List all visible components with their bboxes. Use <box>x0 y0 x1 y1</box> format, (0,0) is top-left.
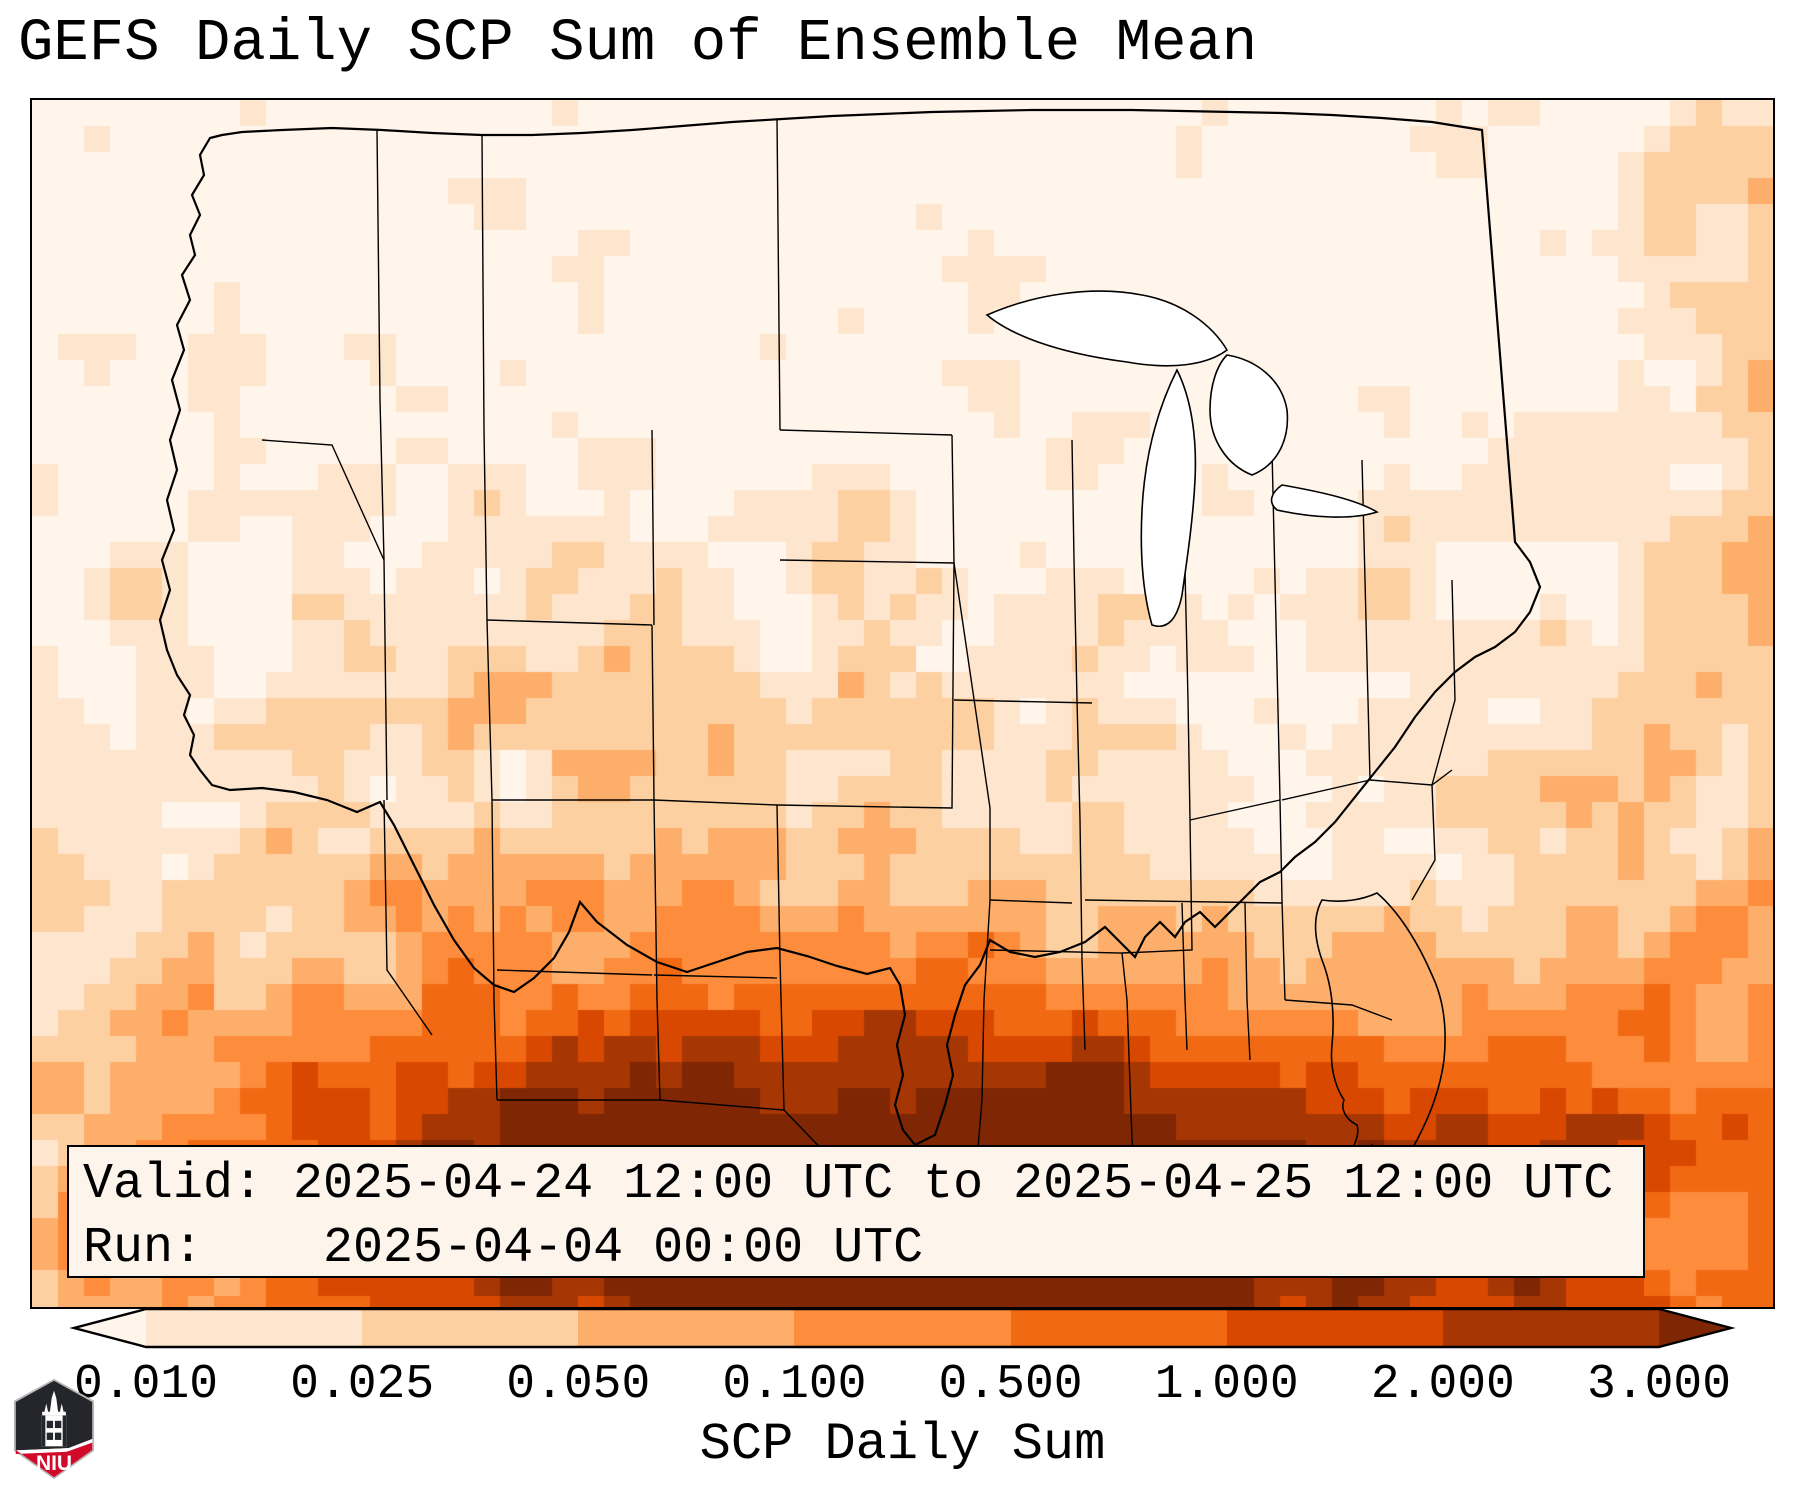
svg-text:NIU: NIU <box>36 1452 72 1475</box>
